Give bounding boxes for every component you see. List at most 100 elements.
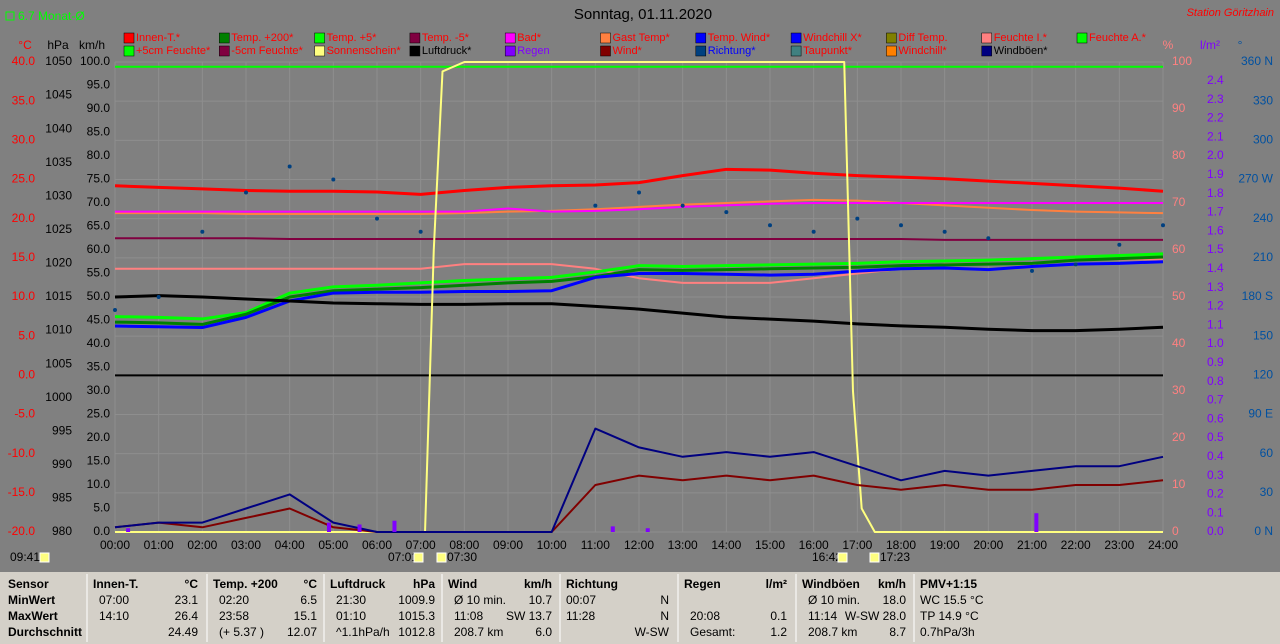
series-dot — [1117, 242, 1122, 247]
x-tick-label: 06:00 — [362, 538, 392, 552]
cell-value: 6.0 — [535, 625, 552, 639]
y-tick-label: 25.0 — [12, 172, 36, 186]
cell-text: 11:14 — [808, 609, 837, 623]
column-header: Wind — [448, 577, 477, 591]
y-tick-label: 0 N — [1254, 524, 1273, 538]
axis-unit: °C — [18, 38, 32, 52]
event-icon — [837, 552, 848, 563]
legend-swatch — [886, 45, 897, 57]
y-tick-label: 1020 — [45, 256, 72, 270]
legend-swatch — [314, 45, 325, 57]
y-tick-label: 35.0 — [87, 360, 111, 374]
y-tick-label: 50.0 — [87, 289, 111, 303]
y-tick-label: 150 — [1253, 328, 1273, 342]
x-tick-label: 23:00 — [1104, 538, 1134, 552]
x-tick-label: 01:00 — [144, 538, 174, 552]
column-unit: °C — [185, 577, 199, 591]
legend-label: Feuchte I.* — [994, 32, 1048, 44]
legend-label: Temp. Wind* — [708, 32, 771, 44]
cell-value: N — [660, 593, 669, 607]
y-tick-label: 0.0 — [18, 368, 35, 382]
x-tick-label: 19:00 — [930, 538, 960, 552]
series-bar — [392, 520, 397, 532]
legend-label: Taupunkt* — [803, 45, 853, 57]
y-tick-label: 30.0 — [87, 383, 111, 397]
x-tick-label: 16:00 — [799, 538, 829, 552]
month-icon — [5, 11, 15, 21]
series-dot — [637, 190, 641, 195]
legend-swatch — [123, 32, 135, 44]
y-tick-label: 2.2 — [1207, 111, 1224, 125]
axis-unit: % — [1163, 38, 1174, 52]
y-tick-label: 270 W — [1238, 172, 1273, 186]
cell-value: 6.5 — [300, 593, 317, 607]
y-tick-label: 0.6 — [1207, 411, 1224, 425]
legend-label: Bad* — [517, 32, 542, 44]
y-tick-label: 0.0 — [1207, 524, 1224, 538]
month-average: 6.7 Monat-Ø — [18, 9, 85, 23]
series-dot — [331, 177, 336, 182]
legend-label: Windchill X* — [803, 32, 862, 44]
series-bar — [357, 524, 362, 532]
row-label: MinWert — [8, 593, 55, 607]
y-tick-label: 0.3 — [1207, 468, 1224, 482]
y-tick-label: 70.0 — [87, 195, 111, 209]
y-tick-label: 1000 — [45, 390, 72, 404]
y-tick-label: 15.0 — [87, 454, 111, 468]
x-tick-label: 02:00 — [187, 538, 217, 552]
x-tick-label: 07:00 — [406, 538, 436, 552]
y-tick-label: 20.0 — [87, 430, 111, 444]
series-dot — [942, 229, 947, 234]
column-header: Sensor — [8, 577, 49, 591]
legend-label: Sonnenschein* — [327, 45, 402, 57]
legend-swatch — [600, 45, 611, 57]
series-dot — [768, 223, 772, 228]
y-tick-label: 30.0 — [12, 133, 36, 147]
y-tick-label: 1.8 — [1207, 186, 1224, 200]
y-tick-label: 50 — [1172, 289, 1186, 303]
cell-text: 01:10 — [336, 609, 366, 623]
y-tick-label: 1.1 — [1207, 317, 1224, 331]
cell-text: Ø 10 min. — [454, 593, 506, 607]
y-tick-label: 10.0 — [12, 289, 36, 303]
y-tick-label: 60 — [1260, 446, 1274, 460]
y-tick-label: 180 S — [1242, 289, 1273, 303]
column-header: Regen — [684, 577, 721, 591]
cell-value: 1.2 — [770, 625, 787, 639]
y-tick-label: 55.0 — [87, 266, 111, 280]
y-tick-label: 330 — [1253, 93, 1273, 107]
legend-label: Regen — [517, 45, 549, 57]
x-tick-label: 21:00 — [1017, 538, 1047, 552]
y-tick-label: 65.0 — [87, 219, 111, 233]
cell-value: 10.7 — [529, 593, 553, 607]
y-tick-label: 100 — [1172, 54, 1192, 68]
series-bar — [326, 522, 331, 532]
column-unit: km/h — [524, 577, 552, 591]
column-header: Windböen — [802, 577, 860, 591]
series-bar — [126, 528, 131, 532]
cell-value: 1015.3 — [398, 609, 435, 623]
cell-text: 0.7hPa/3h — [920, 625, 975, 639]
cell-value: 1012.8 — [398, 625, 435, 639]
cell-value: 15.1 — [294, 609, 318, 623]
cell-text: Ø 10 min. — [808, 593, 860, 607]
y-tick-label: 1045 — [45, 88, 72, 102]
y-tick-label: -20.0 — [8, 524, 36, 538]
legend-swatch — [600, 32, 611, 44]
series-dot — [593, 203, 598, 208]
x-tick-label: 18:00 — [886, 538, 916, 552]
x-tick-label: 20:00 — [973, 538, 1003, 552]
series-line — [114, 255, 1164, 326]
y-tick-label: 40 — [1172, 336, 1186, 350]
y-tick-label: 60.0 — [87, 242, 111, 256]
cell-text: 208.7 km — [808, 625, 857, 639]
x-tick-label: 11:00 — [581, 538, 610, 552]
legend-label: Temp. -5* — [422, 32, 470, 44]
y-tick-label: 20 — [1172, 430, 1186, 444]
y-tick-label: 10.0 — [87, 477, 111, 491]
x-tick-label: 00:00 — [100, 538, 130, 552]
series-line — [115, 61, 1163, 533]
y-tick-label: 1.2 — [1207, 299, 1224, 313]
column-unit: l/m² — [766, 577, 787, 591]
